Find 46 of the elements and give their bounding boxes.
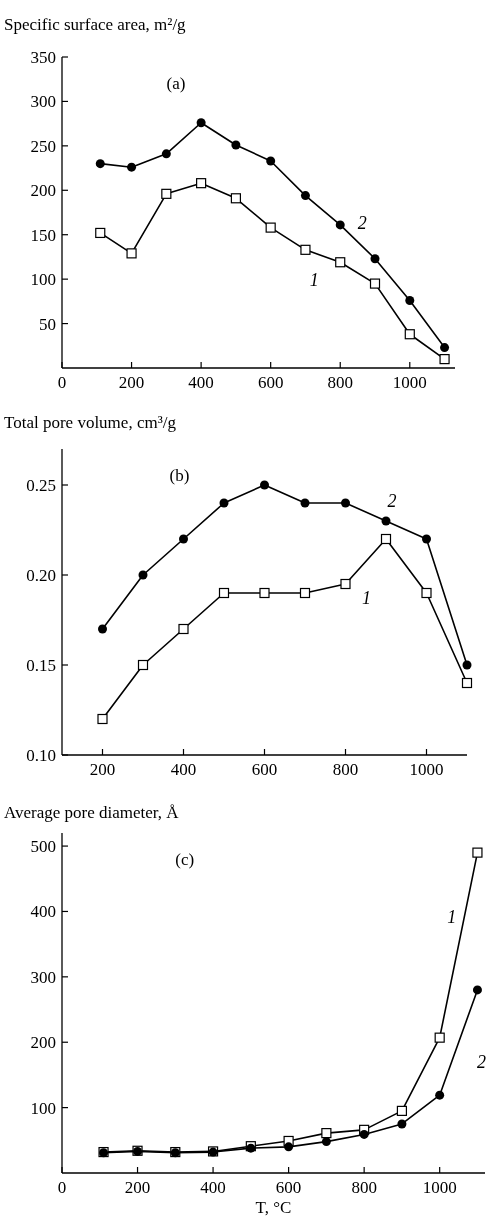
- y-tick-label: 100: [30, 1098, 56, 1118]
- y-tick-label: 0.10: [26, 745, 56, 765]
- x-tick-label: 1000: [422, 1178, 457, 1197]
- x-tick-label: 0: [57, 373, 67, 392]
- x-tick-label: 0: [57, 1178, 67, 1197]
- y-tick-label: 200: [30, 1033, 56, 1053]
- y-tick-label: 0.25: [26, 475, 56, 495]
- x-tick-label: 200: [118, 373, 145, 392]
- y-axis-title: Specific surface area, m²/g: [4, 15, 187, 34]
- x-tick-label: 600: [257, 373, 284, 392]
- y-tick-label: 350: [30, 47, 56, 67]
- y-tick-label: 250: [30, 136, 56, 156]
- x-tick-label: 600: [251, 760, 278, 779]
- text: (b): [169, 466, 190, 485]
- x-axis-title: T, °C: [255, 1198, 292, 1217]
- x-tick-label: 800: [332, 760, 359, 779]
- y-tick-label: 200: [30, 181, 56, 201]
- series-label: 1: [309, 270, 319, 291]
- series-label: 2: [357, 212, 367, 233]
- series-label: 2: [476, 1051, 486, 1072]
- x-tick-label: 200: [124, 1178, 151, 1197]
- x-tick-label: 400: [170, 760, 197, 779]
- y-tick-label: 300: [30, 92, 56, 112]
- x-tick-label: 1000: [392, 373, 427, 392]
- y-tick-label: 400: [30, 902, 56, 922]
- y-axis-title: Average pore diameter, Å: [4, 803, 180, 822]
- x-tick-label: 400: [200, 1178, 226, 1197]
- text: (a): [166, 74, 186, 93]
- x-tick-label: 1000: [409, 760, 444, 779]
- y-tick-label: 0.15: [26, 655, 56, 675]
- x-tick-label: 200: [89, 760, 116, 779]
- y-tick-label: 300: [30, 967, 56, 987]
- y-tick-label: 100: [30, 270, 56, 290]
- y-tick-label: 0.20: [26, 565, 56, 585]
- x-tick-label: 800: [351, 1178, 377, 1197]
- x-tick-label: 400: [188, 373, 214, 392]
- series-label: 2: [387, 491, 397, 511]
- text: (c): [175, 850, 195, 869]
- series-label: 1: [447, 906, 457, 927]
- x-tick-label: 800: [327, 373, 353, 392]
- y-tick-label: 50: [39, 314, 56, 334]
- y-axis-title: Total pore volume, cm³/g: [4, 413, 177, 432]
- y-tick-label: 500: [30, 837, 56, 857]
- series-label: 1: [362, 588, 371, 608]
- x-tick-label: 600: [275, 1178, 302, 1197]
- y-tick-label: 150: [30, 225, 56, 245]
